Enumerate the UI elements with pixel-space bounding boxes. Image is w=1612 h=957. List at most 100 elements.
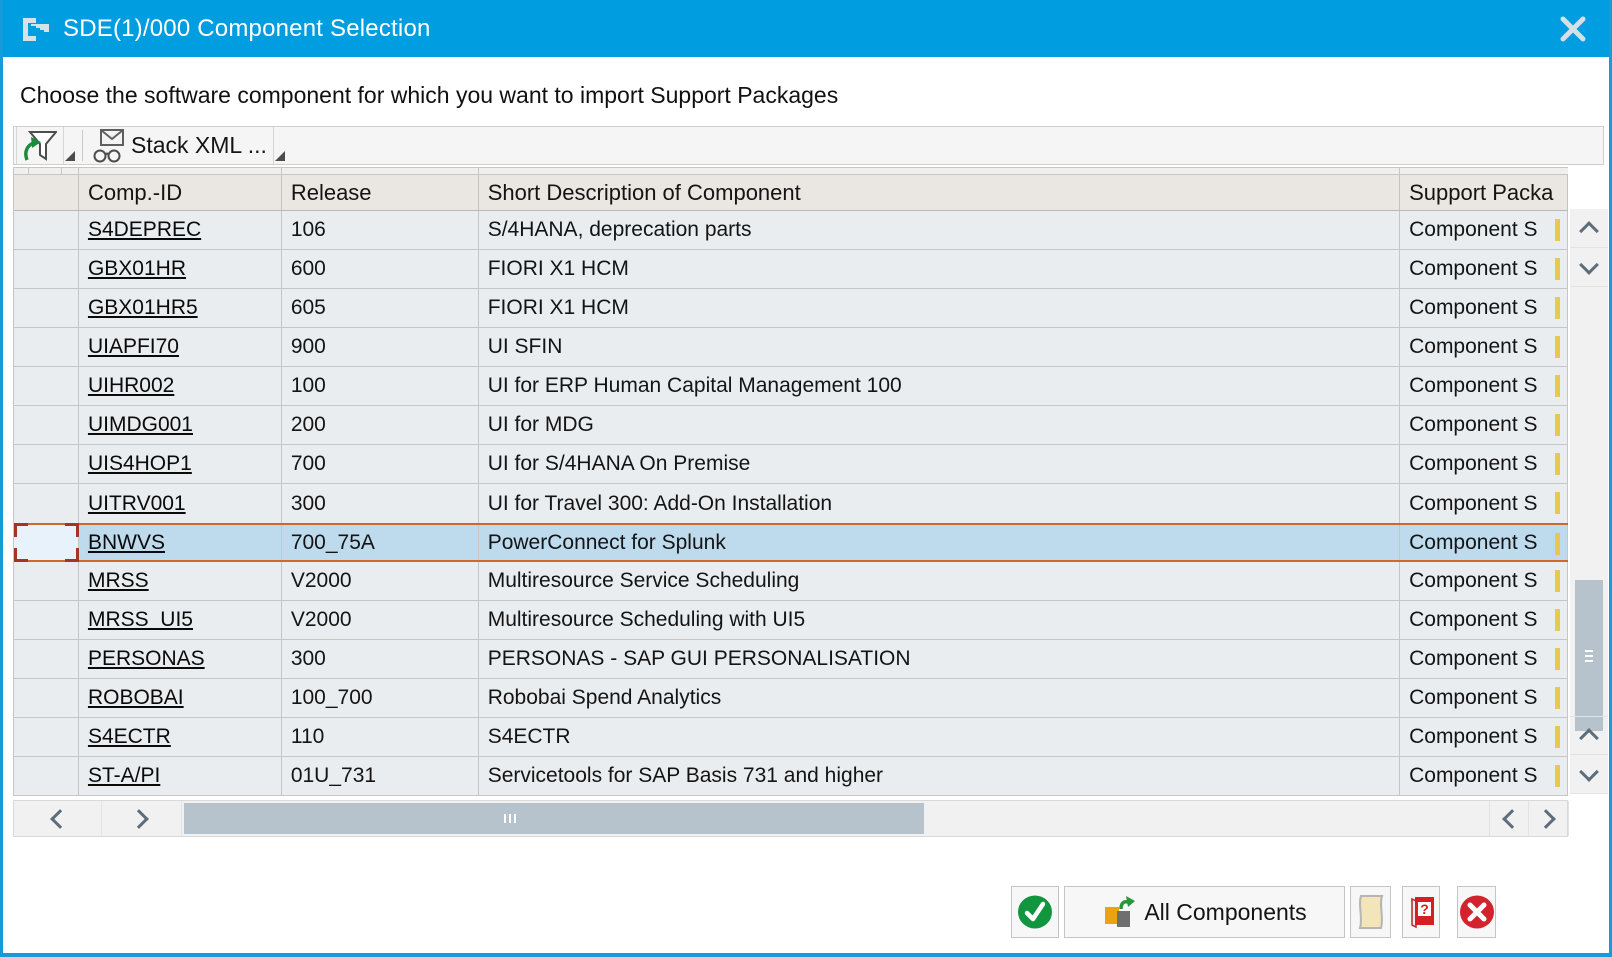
comp-id-cell: S4DEPREC [79,211,282,249]
component-link[interactable]: BNWVS [87,530,165,554]
component-link[interactable]: PERSONAS [87,647,205,670]
comp-id-cell: ROBOBAI [79,679,282,717]
release-cell: 700_75A [281,525,479,560]
table-row[interactable]: S4DEPREC 106 S/4HANA, deprecation parts … [14,211,1568,250]
cancel-button[interactable] [1457,886,1496,938]
table-body: S4DEPREC 106 S/4HANA, deprecation parts … [14,211,1568,796]
scroll-left-icon[interactable] [1489,801,1529,836]
green-check-icon [1016,894,1054,930]
row-selector-cell[interactable] [14,484,79,523]
row-selector-cell[interactable] [14,679,79,717]
table-row[interactable]: BNWVS 700_75A PowerConnect for Splunk Co… [14,523,1568,562]
release-cell: 600 [282,250,479,288]
row-selector-cell[interactable] [14,562,79,600]
table-row[interactable]: S4ECTR 110 S4ECTR Component S [14,718,1568,757]
table-row[interactable]: GBX01HR 600 FIORI X1 HCM Component S [14,250,1568,289]
note-icon [1355,894,1387,930]
scroll-right-icon[interactable] [1529,801,1569,836]
component-link[interactable]: UIMDG001 [87,413,193,436]
help-button[interactable]: ? [1402,886,1440,938]
row-selector-cell[interactable] [14,367,79,405]
scroll-up-icon[interactable] [1570,209,1608,248]
column-resize-strip[interactable] [14,167,1568,174]
dialog-title: SDE(1)/000 Component Selection [63,14,431,42]
release-cell: 100 [282,367,479,405]
row-selector-cell[interactable] [14,211,79,249]
scroll-up-icon[interactable] [1570,716,1608,755]
release-cell: V2000 [282,562,479,600]
description-cell: FIORI X1 HCM [479,289,1401,327]
dialog-window-icon [21,15,51,43]
component-link[interactable]: GBX01HR5 [87,296,198,319]
component-link[interactable]: UIS4HOP1 [87,452,192,475]
table-row[interactable]: ST-A/PI 01U_731 Servicetools for SAP Bas… [14,757,1568,796]
component-link[interactable]: MRSS [87,569,149,592]
scroll-down-icon[interactable] [1570,248,1608,287]
row-selector-cell[interactable] [14,406,79,444]
row-selector-cell[interactable] [14,445,79,483]
table-row[interactable]: UITRV001 300 UI for Travel 300: Add-On I… [14,484,1568,523]
component-link[interactable]: S4DEPREC [87,218,202,241]
table-row[interactable]: ROBOBAI 100_700 Robobai Spend Analytics … [14,679,1568,718]
component-link[interactable]: UITRV001 [87,491,186,515]
scroll-down-icon[interactable] [1570,755,1608,794]
table-row[interactable]: MRSS V2000 Multiresource Service Schedul… [14,562,1568,601]
svg-text:?: ? [1420,901,1429,917]
vertical-scrollbar-thumb[interactable] [1575,580,1603,731]
header-comp-id[interactable]: Comp.-ID [78,175,282,211]
dialog-titlebar[interactable]: SDE(1)/000 Component Selection [3,0,1609,57]
scroll-left-icon[interactable] [14,801,102,836]
row-selector-cell[interactable] [14,757,79,795]
row-selector-cell[interactable] [14,289,79,327]
horizontal-scrollbar[interactable] [13,800,1569,837]
component-link[interactable]: ROBOBAI [87,686,184,709]
release-cell: 01U_731 [282,757,479,795]
row-selector-cell[interactable] [14,601,79,639]
support-package-cell: Component S [1400,757,1568,795]
dropdown-corner-icon[interactable] [65,151,75,161]
header-release[interactable]: Release [281,175,479,211]
all-components-button[interactable]: All Components [1064,886,1345,938]
component-link[interactable]: S4ECTR [87,725,171,748]
row-selector-cell[interactable] [14,718,79,756]
comp-id-cell: UIAPFI70 [79,328,282,366]
description-cell: FIORI X1 HCM [479,250,1401,288]
row-selector-cell[interactable] [14,328,79,366]
stack-xml-button[interactable]: Stack XML ... [87,127,274,164]
table-row[interactable]: GBX01HR5 605 FIORI X1 HCM Component S [14,289,1568,328]
header-selector-cell[interactable] [14,175,79,211]
component-link[interactable]: MRSS_UI5 [87,608,193,631]
row-selector-cell[interactable] [14,640,79,678]
comp-id-cell: PERSONAS [79,640,282,678]
scroll-right-icon[interactable] [102,801,182,836]
table-row[interactable]: UIHR002 100 UI for ERP Human Capital Man… [14,367,1568,406]
component-link[interactable]: UIAPFI70 [87,335,179,358]
horizontal-scrollbar-thumb[interactable] [184,803,924,834]
header-description[interactable]: Short Description of Component [478,175,1401,211]
component-link[interactable]: ST-A/PI [87,764,161,787]
import-queue-button[interactable] [16,127,64,164]
support-package-cell: Component S [1400,445,1568,483]
table-row[interactable]: UIMDG001 200 UI for MDG Component S [14,406,1568,445]
table-row[interactable]: UIS4HOP1 700 UI for S/4HANA On Premise C… [14,445,1568,484]
header-support-package[interactable]: Support Packa [1400,175,1568,211]
table-row[interactable]: UIAPFI70 900 UI SFIN Component S [14,328,1568,367]
note-button[interactable] [1350,886,1391,938]
release-cell: 300 [282,640,479,678]
table-row[interactable]: MRSS_UI5 V2000 Multiresource Scheduling … [14,601,1568,640]
display-stack-xml-icon [93,128,125,164]
table-row[interactable]: PERSONAS 300 PERSONAS - SAP GUI PERSONAL… [14,640,1568,679]
vertical-scrollbar[interactable] [1570,209,1608,794]
table-toolbar: Stack XML ... [13,126,1604,165]
comp-id-cell: BNWVS [78,525,282,560]
row-selector-cell[interactable] [14,525,79,560]
continue-button[interactable] [1011,886,1059,938]
component-link[interactable]: GBX01HR [87,257,186,280]
description-cell: PERSONAS - SAP GUI PERSONALISATION [479,640,1401,678]
dropdown-corner-icon[interactable] [274,151,285,161]
row-selector-cell[interactable] [14,250,79,288]
components-icon [1102,894,1136,930]
component-link[interactable]: UIHR002 [87,374,175,397]
close-icon[interactable] [1555,11,1591,47]
release-cell: 100_700 [282,679,479,717]
